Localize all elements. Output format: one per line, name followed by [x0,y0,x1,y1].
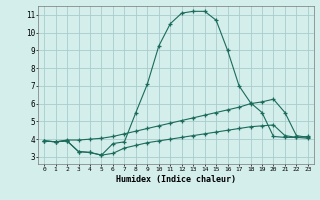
X-axis label: Humidex (Indice chaleur): Humidex (Indice chaleur) [116,175,236,184]
